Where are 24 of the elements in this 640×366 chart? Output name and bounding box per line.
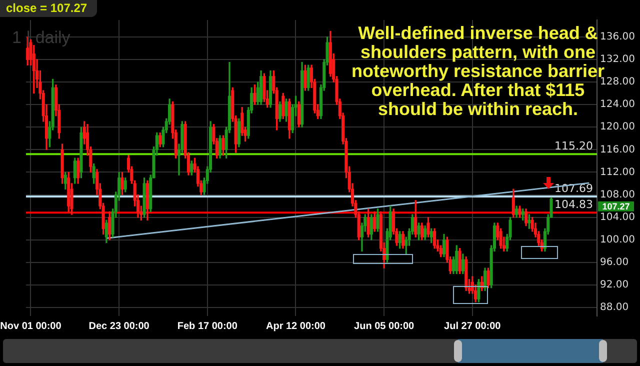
chart-title: close = 107.27 — [0, 0, 98, 17]
y-tick-label: 92.00 — [600, 280, 629, 291]
y-tick-label: 88.00 — [600, 302, 629, 314]
x-tick-label: Apr 12 00:00 — [266, 320, 326, 332]
y-tick-label: 136.00 — [600, 32, 636, 43]
y-tick-label: 128.00 — [600, 76, 636, 88]
text: 107.27 — [602, 201, 630, 212]
y-tick-label: 132.00 — [600, 54, 636, 66]
text: 1 | daily — [12, 28, 70, 48]
y-tick-label: 120.00 — [600, 122, 636, 133]
y-tick-label: 104.00 — [600, 212, 636, 223]
ref-line-label: 115.20 — [554, 140, 594, 153]
x-tick-label: Nov 01 00:00 — [0, 320, 62, 332]
x-tick-label: Dec 23 00:00 — [88, 320, 150, 332]
x-tick-label: Feb 17 00:00 — [177, 320, 238, 332]
y-tick-label: 124.00 — [600, 99, 636, 110]
y-tick-label: 96.00 — [600, 257, 629, 268]
y-tick-label: 100.00 — [600, 234, 636, 246]
y-tick-label: 112.00 — [600, 166, 636, 178]
x-tick-label: Jul 27 00:00 — [444, 320, 502, 332]
y-tick-label: 108.00 — [600, 189, 636, 200]
x-tick-label: Jun 05 00:00 — [354, 320, 415, 332]
y-tick-label: 116.00 — [600, 144, 636, 156]
ref-line-label: 104.83 — [554, 198, 594, 212]
